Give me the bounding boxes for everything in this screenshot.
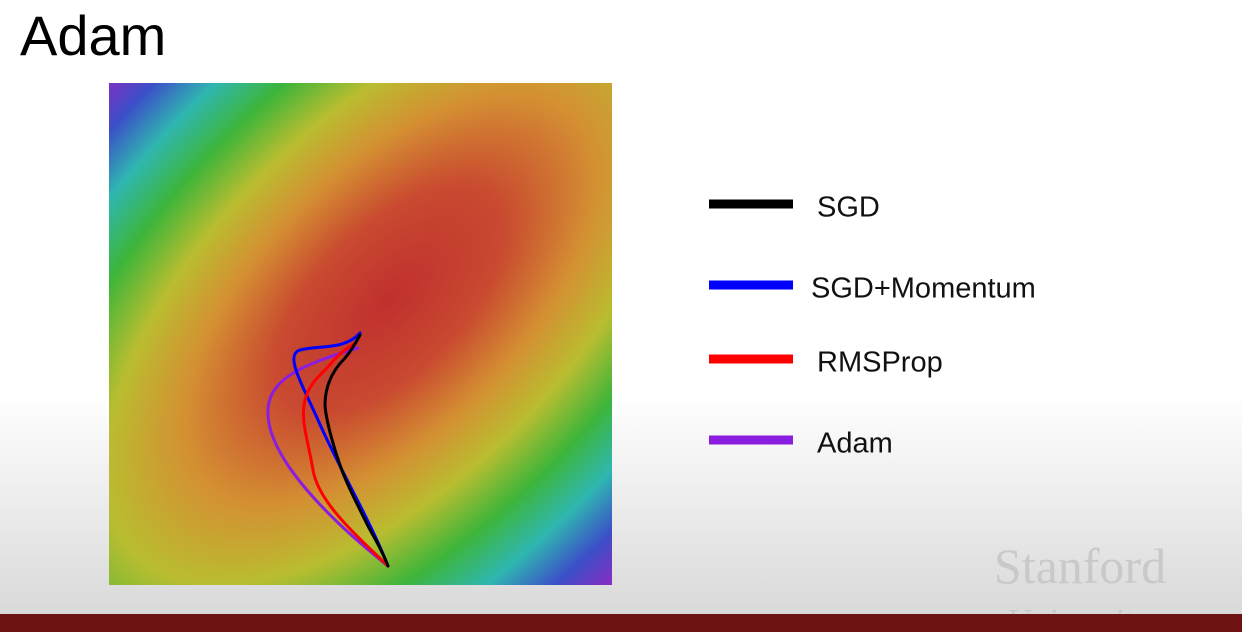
legend-label: Adam [817, 428, 893, 460]
adam-path [266, 346, 390, 568]
trajectories [266, 331, 390, 568]
slide-title: Adam [20, 4, 166, 67]
watermark: Stanford [994, 538, 1166, 594]
legend: SGD SGD+Momentum RMSProp Adam [709, 192, 1036, 460]
legend-label: SGD+Momentum [811, 273, 1036, 305]
sgd-path [323, 333, 390, 568]
footer-bar [0, 614, 1242, 632]
legend-label: RMSProp [817, 347, 943, 379]
momentum-path [292, 331, 390, 568]
legend-label: SGD [817, 192, 880, 224]
rmsprop-path [301, 341, 390, 568]
